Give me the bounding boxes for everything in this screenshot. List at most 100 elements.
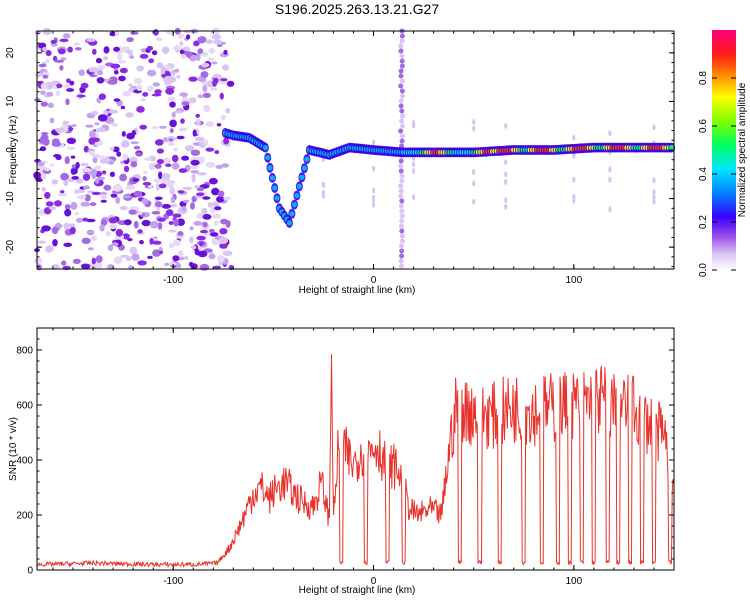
- noise-blob: [119, 173, 127, 182]
- noise-blob: [84, 194, 91, 202]
- noise-blob: [202, 213, 212, 220]
- noise-blob: [94, 122, 100, 126]
- noise-blob: [50, 39, 57, 44]
- noise-blob: [120, 105, 126, 110]
- streak-blob: [321, 182, 326, 189]
- noise-blob: [167, 141, 176, 146]
- noise-blob: [184, 256, 189, 260]
- noise-blob: [153, 237, 159, 241]
- y-tick-label: -20: [5, 239, 16, 254]
- noise-blob: [158, 183, 167, 189]
- streak-blob: [411, 161, 416, 168]
- x-tick-label: 0: [371, 275, 377, 286]
- ridge-core: [265, 155, 271, 161]
- streak-blob: [504, 197, 508, 204]
- noise-blob: [109, 31, 116, 37]
- noise-blob: [169, 187, 175, 195]
- noise-blob: [80, 201, 90, 207]
- noise-blob: [74, 47, 82, 51]
- noise-blob: [186, 34, 191, 40]
- noise-blob: [155, 201, 163, 208]
- streak-blob: [608, 176, 612, 183]
- streak-blob: [504, 171, 508, 178]
- noise-blob: [190, 202, 195, 210]
- streak-blob: [652, 124, 656, 131]
- noise-blob: [75, 178, 84, 184]
- noise-blob: [182, 186, 193, 190]
- noise-blob: [194, 136, 205, 142]
- noise-blob: [94, 130, 99, 138]
- noise-blob: [117, 52, 123, 61]
- noise-blob: [199, 241, 204, 247]
- streak-blob: [411, 122, 416, 129]
- noise-blob: [207, 202, 212, 208]
- noise-blob: [122, 233, 130, 240]
- noise-blob: [222, 250, 233, 256]
- noise-blob: [120, 254, 129, 258]
- noise-blob: [196, 192, 205, 196]
- noise-blob: [38, 209, 46, 216]
- y-tick-label: 200: [16, 511, 33, 522]
- noise-blob: [114, 30, 120, 36]
- noise-blob: [211, 34, 222, 40]
- noise-blob: [169, 101, 176, 108]
- noise-blob: [156, 148, 164, 154]
- noise-blob: [156, 37, 163, 42]
- streak-blob: [652, 194, 656, 201]
- noise-blob: [162, 157, 172, 166]
- noise-blob: [45, 58, 50, 64]
- noise-blob: [66, 137, 77, 144]
- noise-blob: [129, 246, 138, 255]
- noise-blob: [197, 48, 204, 55]
- streak-blob: [608, 206, 612, 213]
- noise-blob: [88, 67, 99, 73]
- noise-blob: [190, 159, 200, 166]
- noise-blob: [152, 82, 160, 87]
- snr-series-line: [36, 354, 675, 568]
- noise-blob: [177, 33, 184, 39]
- noise-blob: [181, 155, 190, 161]
- noise-blob: [179, 92, 189, 97]
- y-tick-label: 400: [16, 456, 33, 467]
- noise-blob: [192, 129, 197, 137]
- streak-blob: [399, 33, 405, 39]
- noise-blob: [164, 262, 170, 266]
- streak-blob: [472, 125, 476, 132]
- streak-blob: [399, 208, 405, 214]
- streak-blob: [398, 158, 404, 164]
- noise-blob: [91, 191, 101, 196]
- noise-blob: [38, 240, 46, 244]
- ridge-core: [267, 165, 273, 171]
- noise-blob: [176, 75, 181, 79]
- streak-blob: [398, 43, 404, 49]
- noise-blob: [132, 178, 140, 182]
- noise-blob: [176, 262, 182, 269]
- noise-blob: [51, 179, 58, 185]
- noise-blob: [45, 50, 52, 57]
- snr-background: [37, 328, 674, 570]
- noise-blob: [178, 250, 184, 258]
- streak-blob: [411, 194, 416, 201]
- noise-blob: [202, 196, 211, 200]
- noise-blob: [189, 226, 194, 231]
- noise-blob: [109, 147, 115, 151]
- noise-blob: [167, 96, 176, 102]
- noise-blob: [41, 225, 51, 232]
- noise-blob: [115, 196, 121, 204]
- noise-blob: [77, 194, 87, 200]
- noise-blob: [121, 131, 126, 137]
- noise-blob: [208, 47, 216, 54]
- noise-blob: [222, 64, 230, 71]
- noise-blob: [108, 109, 119, 114]
- streak-blob: [399, 108, 405, 114]
- noise-blob: [180, 54, 187, 59]
- noise-blob: [59, 65, 64, 71]
- ridge-core: [286, 220, 292, 226]
- noise-blob: [68, 126, 74, 132]
- noise-blob: [157, 222, 163, 230]
- snr-x-label: Height of straight line (km): [299, 585, 416, 596]
- noise-blob: [137, 260, 147, 266]
- noise-blob: [128, 83, 133, 87]
- noise-blob: [107, 79, 118, 85]
- streak-blob: [572, 152, 576, 159]
